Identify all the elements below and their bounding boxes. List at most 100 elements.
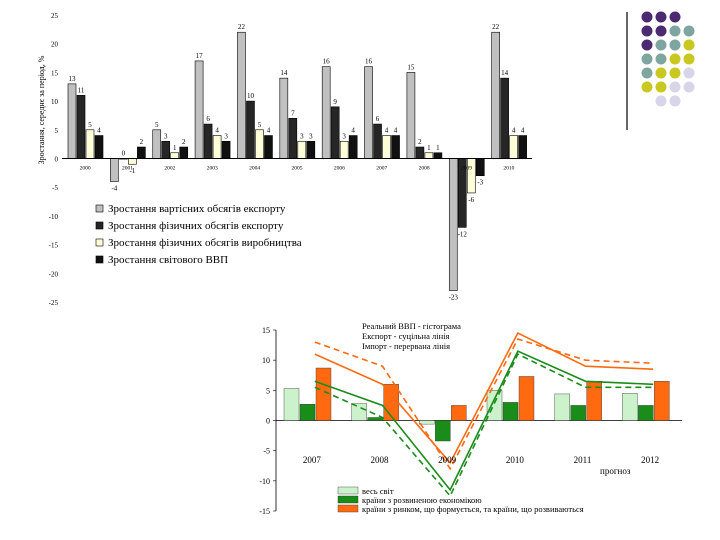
data-label: -6	[468, 196, 474, 204]
bar	[638, 405, 654, 421]
y-tick-label: 15	[262, 326, 270, 335]
bar	[279, 77, 289, 159]
data-label: 2	[140, 138, 144, 146]
bar	[570, 405, 586, 421]
x-tick-label: 2009	[461, 166, 472, 172]
data-label: 1	[173, 144, 177, 152]
bar	[283, 388, 300, 421]
bar	[110, 158, 119, 182]
bar	[297, 140, 307, 159]
y-axis-ticks: 15 10 5 0 -5 -10 -15	[259, 326, 276, 516]
data-label: 4	[521, 127, 525, 135]
decor-dot	[655, 95, 667, 107]
bar	[128, 158, 137, 165]
legend-swatch	[95, 221, 104, 230]
legend-label: Зростання світового ВВП	[108, 254, 228, 266]
bar	[415, 146, 425, 159]
bar	[448, 158, 458, 291]
x-tick-label: 2010	[503, 166, 514, 172]
decor-dot	[641, 81, 653, 93]
data-label: -23	[449, 294, 459, 302]
bar	[500, 77, 509, 159]
y-tick-label: -5	[263, 447, 270, 456]
bar	[433, 152, 443, 159]
bar	[321, 66, 331, 159]
data-label: 22	[492, 23, 500, 31]
decor-dot	[655, 25, 667, 37]
data-label: 3	[300, 132, 304, 140]
data-label: 4	[385, 127, 389, 135]
bar	[246, 100, 255, 159]
bar	[502, 402, 519, 421]
y-tick-label: -15	[49, 242, 59, 250]
decor-dot	[655, 81, 667, 93]
data-label: 17	[196, 52, 204, 60]
bar	[351, 403, 367, 421]
bar	[315, 367, 332, 421]
data-label: 3	[164, 132, 168, 140]
y-tick-label: 0	[266, 417, 270, 426]
decor-dot	[669, 53, 681, 65]
data-label: -4	[111, 184, 117, 192]
decor-dot	[669, 25, 681, 37]
bar	[76, 95, 86, 159]
legend-swatch	[337, 486, 359, 495]
y-tick-label: 20	[51, 41, 59, 49]
data-label: 14	[280, 69, 288, 77]
series-line	[314, 353, 654, 498]
legend-swatch	[337, 495, 359, 504]
data-label: 4	[394, 127, 398, 135]
legend-label: Зростання фізичних обсягів виробництва	[108, 237, 302, 249]
bar	[161, 140, 171, 159]
bar	[212, 135, 222, 159]
bar	[152, 129, 162, 159]
line-group	[314, 331, 654, 498]
data-label: -1	[129, 167, 135, 175]
decor-dot	[669, 81, 681, 93]
y-tick-label: -25	[49, 299, 59, 307]
y-axis-ticks: 25 20 15 10 5 0 -5 -10 -15 -20 -25	[49, 12, 59, 307]
bar	[255, 129, 264, 159]
data-label: 5	[155, 121, 159, 129]
legend-label: країни з розвиненою економікою	[362, 495, 482, 505]
data-label: -12	[458, 230, 468, 238]
x-tick-label: 2004	[249, 166, 260, 172]
bar	[203, 123, 213, 159]
bar	[264, 135, 273, 159]
data-label: 4	[512, 127, 516, 135]
bar	[554, 393, 570, 421]
bar	[424, 152, 434, 159]
y-tick-label: 5	[266, 386, 270, 395]
bar	[85, 129, 95, 159]
y-tick-label: 15	[51, 69, 59, 77]
bar	[373, 123, 382, 159]
y-tick-label: 5	[55, 127, 59, 135]
bar	[518, 376, 535, 421]
x-axis-ticks: 2000 2001 2002 2003 2004 2005 2006 2007 2008 2009…	[80, 166, 515, 172]
data-label: 22	[238, 23, 246, 31]
decor-dot	[669, 95, 681, 107]
x-tick-label: 2007	[303, 455, 322, 465]
decor-dots	[641, 11, 695, 107]
data-label: 3	[342, 132, 346, 140]
decor-dot	[683, 39, 695, 51]
legend-swatch	[337, 504, 359, 513]
bar	[451, 405, 467, 421]
decor-dot	[655, 53, 667, 65]
decor-dot	[683, 81, 695, 93]
data-label: 4	[215, 127, 219, 135]
y-tick-label: -10	[259, 477, 270, 486]
bar	[237, 31, 246, 159]
decor-dot	[641, 53, 653, 65]
data-label: 15	[407, 63, 415, 71]
decor-dot	[669, 11, 681, 23]
data-label: 16	[323, 58, 331, 66]
y-tick-label: -10	[49, 213, 59, 221]
data-label: 1	[427, 144, 431, 152]
y-tick-label: 0	[55, 156, 59, 164]
bar	[137, 146, 146, 159]
y-tick-label: 25	[51, 12, 59, 20]
legend-box	[89, 202, 311, 274]
